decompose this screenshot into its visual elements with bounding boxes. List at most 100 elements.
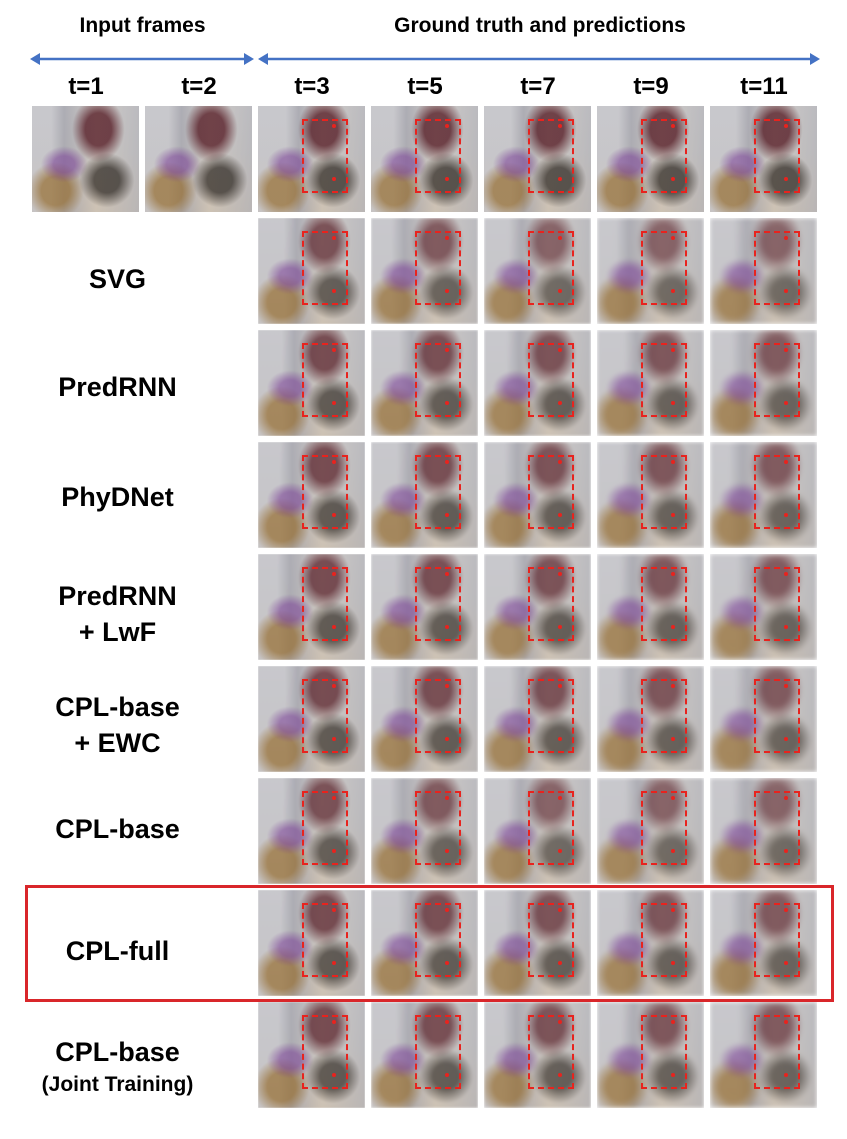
focus-region-box [528, 455, 574, 529]
frame-gt-t2 [145, 106, 252, 212]
frame-predrnn-t11 [710, 330, 817, 436]
time-label: t=1 [68, 73, 104, 100]
focus-region-box [754, 903, 800, 977]
frame-cpl-base-joint-t7 [484, 1002, 591, 1108]
frame-cpl-base-joint-t5 [371, 1002, 478, 1108]
row-label-cpl-full: CPL-full [65, 936, 170, 966]
focus-region-box [302, 679, 348, 753]
row-label-cpl-base-ewc: CPL-base + EWC [55, 692, 180, 758]
frame-phydnet-t3 [258, 442, 365, 548]
frame-predrnn-lwf-t9 [597, 554, 704, 660]
frame-cpl-base-ewc-t3 [258, 666, 365, 772]
focus-region-box [302, 567, 348, 641]
time-label: t=2 [181, 73, 217, 100]
focus-region-box [641, 119, 687, 193]
frame-svg-t7 [484, 218, 591, 324]
frame-cpl-base-t3 [258, 778, 365, 884]
frame-gt-t9 [597, 106, 704, 212]
focus-region-box [754, 567, 800, 641]
focus-region-box [754, 455, 800, 529]
frame-predrnn-lwf-t11 [710, 554, 817, 660]
frame-svg-t3 [258, 218, 365, 324]
input-frames-header: Input frames [79, 14, 206, 37]
focus-region-box [641, 1015, 687, 1089]
focus-region-box [302, 455, 348, 529]
frame-cpl-full-t3 [258, 890, 365, 996]
focus-region-box [415, 231, 461, 305]
focus-region-box [415, 679, 461, 753]
frame-cpl-full-t9 [597, 890, 704, 996]
frame-predrnn-t5 [371, 330, 478, 436]
frame-predrnn-t7 [484, 330, 591, 436]
frame-gt-t11 [710, 106, 817, 212]
focus-region-box [528, 567, 574, 641]
frame-cpl-full-t7 [484, 890, 591, 996]
row-label-cpl-base-joint: CPL-base (Joint Training) [41, 1037, 194, 1096]
focus-region-box [641, 567, 687, 641]
focus-region-box [754, 791, 800, 865]
focus-region-box [528, 791, 574, 865]
focus-region-box [754, 231, 800, 305]
focus-region-box [302, 903, 348, 977]
frame-cpl-full-t5 [371, 890, 478, 996]
frame-cpl-base-ewc-t9 [597, 666, 704, 772]
row-label-predrnn-lwf: PredRNN + LwF [58, 581, 177, 647]
focus-region-box [754, 119, 800, 193]
ground-truth-arrow [258, 52, 820, 66]
row-label-svg: SVG [88, 264, 147, 294]
focus-region-box [641, 455, 687, 529]
focus-region-box [528, 119, 574, 193]
focus-region-box [641, 903, 687, 977]
frame-cpl-base-joint-t11 [710, 1002, 817, 1108]
frame-phydnet-t5 [371, 442, 478, 548]
frame-cpl-base-t5 [371, 778, 478, 884]
focus-region-box [528, 343, 574, 417]
time-label: t=7 [520, 73, 556, 100]
row-label-phydnet: PhyDNet [61, 482, 174, 512]
focus-region-box [415, 455, 461, 529]
focus-region-box [415, 1015, 461, 1089]
frame-gt-t1 [32, 106, 139, 212]
frame-cpl-base-joint-t3 [258, 1002, 365, 1108]
time-label: t=5 [407, 73, 443, 100]
focus-region-box [415, 791, 461, 865]
focus-region-box [528, 231, 574, 305]
focus-region-box [415, 903, 461, 977]
focus-region-box [641, 791, 687, 865]
frame-svg-t5 [371, 218, 478, 324]
focus-region-box [302, 791, 348, 865]
frame-gt-t7 [484, 106, 591, 212]
focus-region-box [754, 1015, 800, 1089]
focus-region-box [641, 679, 687, 753]
frame-cpl-base-t7 [484, 778, 591, 884]
focus-region-box [641, 343, 687, 417]
frame-predrnn-lwf-t7 [484, 554, 591, 660]
frame-svg-t11 [710, 218, 817, 324]
focus-region-box [302, 343, 348, 417]
focus-region-box [528, 679, 574, 753]
frame-phydnet-t11 [710, 442, 817, 548]
time-label: t=9 [633, 73, 669, 100]
row-label-cpl-base: CPL-base [55, 814, 180, 844]
frame-phydnet-t9 [597, 442, 704, 548]
frame-cpl-base-t11 [710, 778, 817, 884]
focus-region-box [302, 1015, 348, 1089]
ground-truth-header: Ground truth and predictions [394, 14, 686, 37]
focus-region-box [415, 567, 461, 641]
focus-region-box [302, 231, 348, 305]
frame-predrnn-t3 [258, 330, 365, 436]
focus-region-box [641, 231, 687, 305]
frame-cpl-full-t11 [710, 890, 817, 996]
frame-gt-t3 [258, 106, 365, 212]
frame-cpl-base-ewc-t11 [710, 666, 817, 772]
frame-cpl-base-joint-t9 [597, 1002, 704, 1108]
frame-predrnn-t9 [597, 330, 704, 436]
time-label: t=11 [740, 73, 788, 100]
frame-gt-t5 [371, 106, 478, 212]
focus-region-box [415, 119, 461, 193]
focus-region-box [528, 1015, 574, 1089]
focus-region-box [754, 679, 800, 753]
frame-cpl-base-ewc-t7 [484, 666, 591, 772]
focus-region-box [415, 343, 461, 417]
focus-region-box [528, 903, 574, 977]
